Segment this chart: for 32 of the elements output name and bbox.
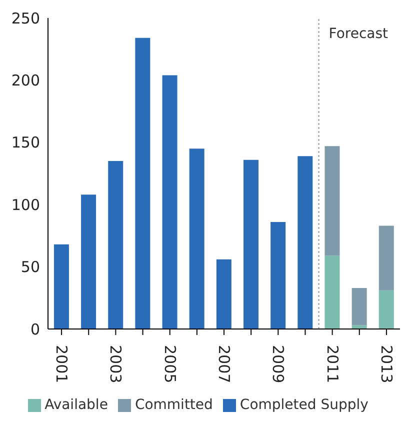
x-tick-label: 2013	[377, 345, 396, 384]
bar	[135, 38, 150, 329]
x-tick-label: 2001	[52, 345, 71, 384]
bar	[243, 160, 258, 329]
x-tick-label: 2011	[323, 345, 342, 384]
legend-label: Available	[44, 397, 108, 413]
y-tick-label: 200	[11, 72, 40, 90]
x-tick-label: 2007	[215, 345, 233, 384]
annotation: Forecast	[328, 26, 389, 42]
legend-label: Committed	[134, 397, 213, 413]
bar	[162, 75, 178, 329]
y-tick-label: 0	[30, 320, 40, 338]
x-tick-label: 2003	[106, 345, 125, 384]
bar	[81, 194, 96, 329]
y-tick-label: 100	[11, 196, 40, 214]
bar	[298, 156, 313, 329]
bar	[378, 290, 394, 329]
bar	[378, 226, 394, 290]
bar	[324, 146, 340, 256]
bar	[352, 288, 367, 326]
bar	[189, 148, 204, 329]
x-tick-label: 2005	[160, 345, 179, 384]
bar	[270, 222, 286, 329]
bar	[324, 256, 340, 329]
bar	[108, 161, 124, 329]
legend-label: Completed Supply	[240, 397, 368, 413]
bar	[216, 259, 232, 329]
x-tick-label: 2009	[269, 345, 288, 384]
y-tick-label: 50	[20, 258, 40, 276]
y-tick-label: 150	[11, 134, 40, 152]
bar	[54, 244, 69, 329]
y-tick-label: 250	[11, 9, 40, 28]
